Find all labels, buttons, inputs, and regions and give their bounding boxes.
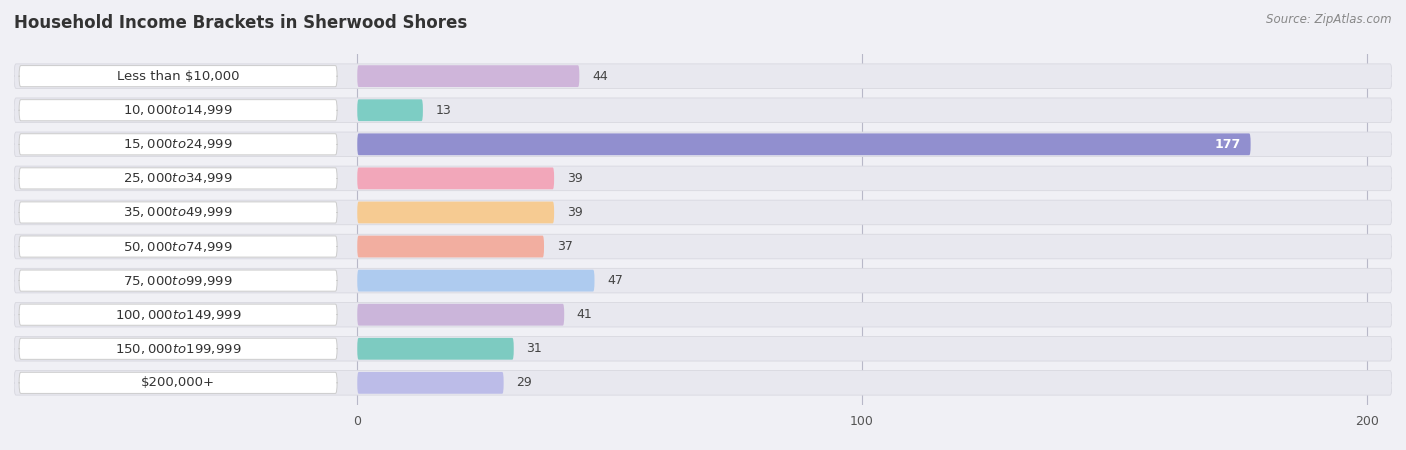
Text: Less than $10,000: Less than $10,000 [117,70,239,83]
Text: 29: 29 [516,376,531,389]
FancyBboxPatch shape [357,133,1250,155]
FancyBboxPatch shape [14,98,1392,122]
FancyBboxPatch shape [14,337,1392,361]
Text: Household Income Brackets in Sherwood Shores: Household Income Brackets in Sherwood Sh… [14,14,467,32]
FancyBboxPatch shape [357,270,595,292]
Text: 39: 39 [567,206,582,219]
Text: $35,000 to $49,999: $35,000 to $49,999 [124,206,233,220]
FancyBboxPatch shape [20,236,337,257]
Text: $75,000 to $99,999: $75,000 to $99,999 [124,274,233,288]
FancyBboxPatch shape [14,64,1392,88]
Text: 37: 37 [557,240,572,253]
FancyBboxPatch shape [20,372,337,393]
Text: $10,000 to $14,999: $10,000 to $14,999 [124,103,233,117]
FancyBboxPatch shape [357,65,579,87]
Text: 31: 31 [526,342,543,355]
Text: 39: 39 [567,172,582,185]
FancyBboxPatch shape [357,338,513,360]
Text: $15,000 to $24,999: $15,000 to $24,999 [124,137,233,151]
FancyBboxPatch shape [20,338,337,360]
Text: $25,000 to $34,999: $25,000 to $34,999 [124,171,233,185]
FancyBboxPatch shape [14,166,1392,191]
Text: 13: 13 [436,104,451,117]
Text: $200,000+: $200,000+ [141,376,215,389]
FancyBboxPatch shape [357,167,554,189]
FancyBboxPatch shape [14,302,1392,327]
FancyBboxPatch shape [357,99,423,121]
FancyBboxPatch shape [14,268,1392,293]
FancyBboxPatch shape [20,304,337,325]
Text: 47: 47 [607,274,623,287]
FancyBboxPatch shape [20,270,337,291]
FancyBboxPatch shape [20,168,337,189]
Text: 44: 44 [592,70,607,83]
FancyBboxPatch shape [357,372,503,394]
FancyBboxPatch shape [20,99,337,121]
Text: $50,000 to $74,999: $50,000 to $74,999 [124,239,233,253]
FancyBboxPatch shape [357,236,544,257]
Text: 177: 177 [1215,138,1240,151]
FancyBboxPatch shape [14,371,1392,395]
Text: Source: ZipAtlas.com: Source: ZipAtlas.com [1267,14,1392,27]
FancyBboxPatch shape [20,66,337,87]
FancyBboxPatch shape [14,200,1392,225]
Text: 41: 41 [576,308,592,321]
FancyBboxPatch shape [14,132,1392,157]
FancyBboxPatch shape [14,234,1392,259]
Text: $150,000 to $199,999: $150,000 to $199,999 [115,342,242,356]
FancyBboxPatch shape [20,202,337,223]
FancyBboxPatch shape [357,304,564,326]
FancyBboxPatch shape [20,134,337,155]
FancyBboxPatch shape [357,202,554,223]
Text: $100,000 to $149,999: $100,000 to $149,999 [115,308,242,322]
